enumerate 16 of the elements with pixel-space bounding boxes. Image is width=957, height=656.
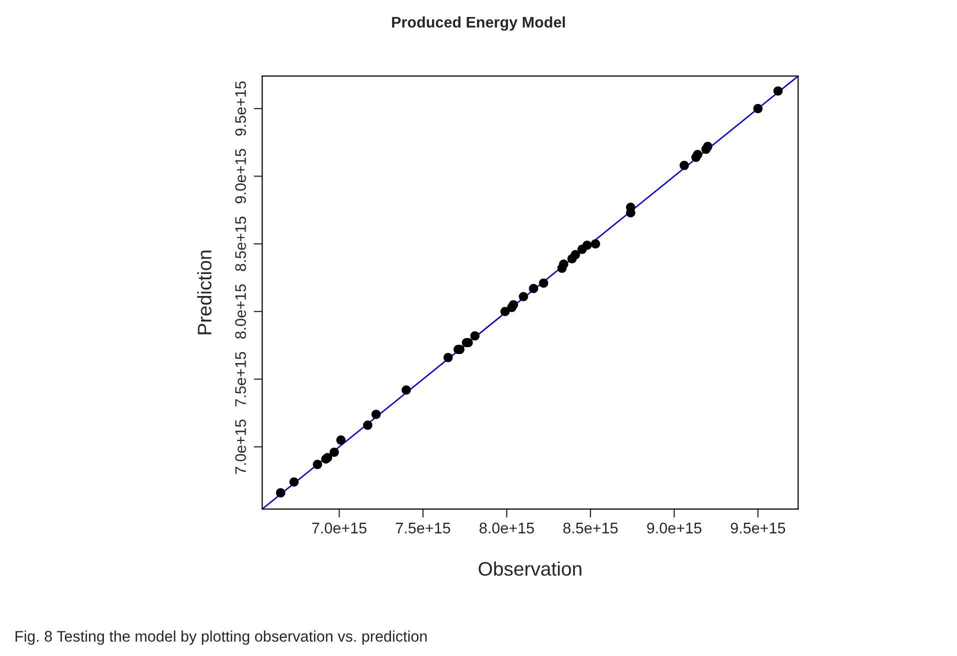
x-tick-label: 9.0e+15 — [647, 522, 702, 534]
y-tick-label: 9.0e+15 — [235, 149, 246, 204]
y-tick-label: 8.5e+15 — [235, 216, 246, 272]
x-tick-label: 7.5e+15 — [396, 522, 450, 534]
y-tick-label: 9.5e+15 — [235, 81, 246, 136]
chart-title: Produced Energy Model — [392, 16, 565, 31]
y-tick-label: 7.0e+15 — [235, 420, 246, 474]
caption: Fig. 8 Testing the model by plotting observation vs. prediction — [16, 630, 427, 645]
x-axis-title: Observation — [478, 561, 582, 576]
x-tick-label: 7.0e+15 — [312, 522, 366, 534]
y-axis-title: Prediction — [197, 250, 212, 334]
y-tick-label: 8.0e+15 — [235, 284, 246, 339]
y-tick-label: 7.5e+15 — [235, 352, 246, 406]
x-tick-label: 9.5e+15 — [730, 522, 786, 534]
x-tick-label: 8.5e+15 — [563, 522, 618, 534]
x-tick-label: 8.0e+15 — [480, 522, 534, 534]
